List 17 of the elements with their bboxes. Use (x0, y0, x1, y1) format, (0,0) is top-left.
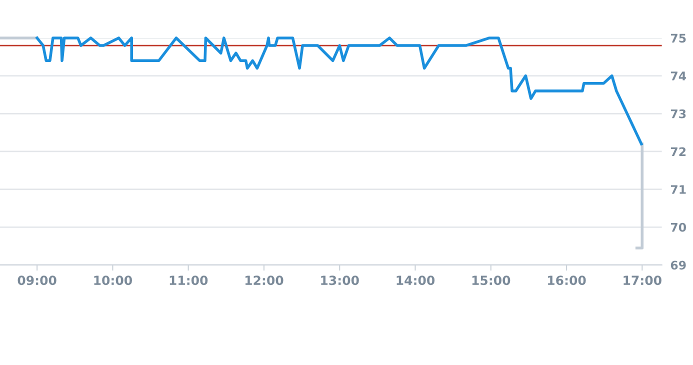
x-tick-label: 16:00 (548, 276, 586, 286)
line-series (36, 36, 643, 146)
y-tick-label: 72 (670, 147, 686, 156)
x-tick-label: 13:00 (321, 276, 359, 286)
y-tick-label: 73 (670, 109, 686, 118)
y-tick-label: 75 (670, 34, 686, 43)
x-tick-label: 12:00 (245, 276, 284, 286)
y-tick-label: 69 (670, 260, 686, 270)
x-tick-label: 14:00 (396, 276, 435, 286)
x-tick-label: 09:00 (18, 276, 56, 286)
x-tick-label: 11:00 (170, 276, 208, 286)
x-tick-label: 10:00 (94, 276, 132, 286)
x-tick-label: 17:00 (624, 276, 662, 286)
y-tick-label: 71 (670, 185, 686, 194)
y-tick-label: 74 (670, 72, 686, 80)
y-tick-label: 70 (670, 222, 686, 232)
x-tick-label: 15:00 (472, 276, 510, 286)
